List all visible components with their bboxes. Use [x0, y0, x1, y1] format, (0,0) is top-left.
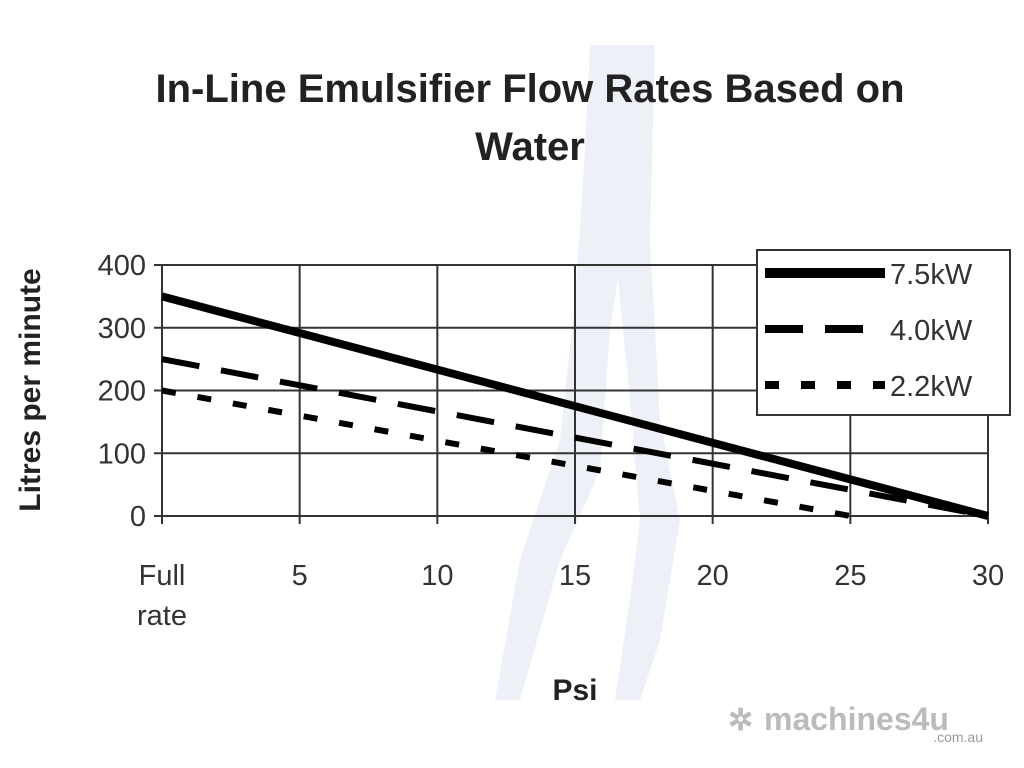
logo-asterisk-icon: ✲ — [728, 704, 753, 737]
background-watermark-figure — [495, 45, 680, 700]
y-tick-label: 0 — [130, 501, 146, 533]
machines4u-logo: ✲ machines4u .com.au — [728, 701, 983, 745]
chart-title-line-2: Water — [475, 125, 585, 169]
y-tick-label: 400 — [98, 250, 146, 282]
series-line-2-2kw — [161, 387, 851, 519]
x-axis-label: Psi — [552, 674, 597, 707]
x-tick-label: Full — [139, 560, 186, 592]
logo-brand: machines4u — [764, 701, 949, 737]
y-tick-label: 200 — [98, 376, 146, 408]
x-tick-label: 20 — [697, 560, 729, 592]
x-tick-label: 30 — [972, 560, 1004, 592]
x-tick-label: 5 — [292, 560, 308, 592]
series-line-7-5kw — [160, 292, 990, 520]
legend-label: 2.2kW — [890, 371, 973, 403]
legend: 7.5kW 4.0kW 2.2kW — [756, 249, 1011, 416]
x-tick-label: rate — [137, 600, 187, 632]
x-tick-label: 15 — [559, 560, 591, 592]
x-tick-label: 25 — [834, 560, 866, 592]
logo-domain: .com.au — [933, 729, 983, 745]
legend-label: 4.0kW — [890, 315, 973, 347]
chart-title-line-1: In-Line Emulsifier Flow Rates Based on — [155, 67, 904, 111]
x-tick-label: 10 — [421, 560, 453, 592]
legend-label: 7.5kW — [890, 259, 973, 291]
y-tick-label: 300 — [98, 313, 146, 345]
series-line-4-0kw — [161, 356, 989, 519]
y-axis-label: Litres per minute — [14, 268, 47, 511]
y-tick-label: 100 — [98, 438, 146, 470]
